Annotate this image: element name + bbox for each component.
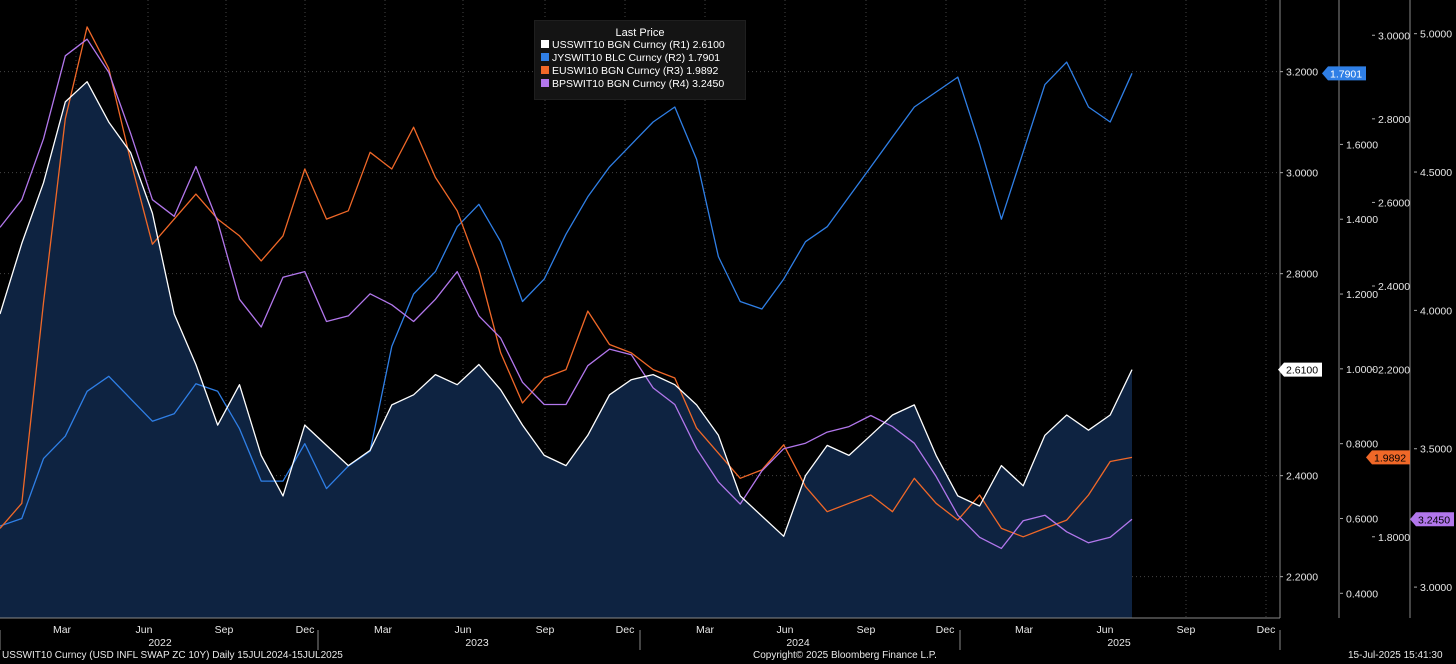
tick-label-r3: 2.2000 (1378, 365, 1410, 377)
footer-copyright: Copyright© 2025 Bloomberg Finance L.P. (753, 650, 937, 661)
last-value-tag (1322, 66, 1366, 81)
tick-label-r3: 2.6000 (1378, 197, 1410, 209)
x-tick-label: Jun (777, 624, 794, 636)
tick-label-r4: 4.0000 (1420, 305, 1452, 317)
legend-entry-jy: JYSWIT10 BLC Curncy (R2) 1.7901 (535, 52, 745, 65)
x-tick-label: Dec (1257, 624, 1276, 636)
year-label: 2025 (1107, 637, 1131, 649)
last-value-label: 3.2450 (1418, 514, 1450, 526)
tick-label-r1: 2.2000 (1286, 572, 1318, 584)
legend-entry-eu: EUSWI10 BGN Curncy (R3) 1.9892 (535, 65, 745, 78)
x-tick-label: Sep (215, 624, 234, 636)
x-tick-label: Sep (857, 624, 876, 636)
last-value-tag (1366, 450, 1410, 465)
tick-label-r2: 1.2000 (1346, 289, 1378, 301)
x-tick-label: Mar (374, 624, 393, 636)
footer-timestamp: 15-Jul-2025 15:41:30 (1348, 650, 1443, 661)
x-tick-label: Mar (696, 624, 715, 636)
x-tick-label: Mar (1015, 624, 1034, 636)
last-value-label: 1.7901 (1330, 68, 1362, 80)
tick-label-r1: 2.4000 (1286, 471, 1318, 483)
tick-label-r3: 2.4000 (1378, 281, 1410, 293)
tick-label-r4: 5.0000 (1420, 29, 1452, 41)
legend-last: 1.9892 (686, 65, 719, 77)
legend-box: Last Price USSWIT10 BGN Curncy (R1) 2.61… (534, 20, 746, 100)
last-value-tag (1278, 362, 1322, 377)
legend-entry-bp: BPSWIT10 BGN Curncy (R4) 3.2450 (535, 78, 745, 91)
legend-last: 3.2450 (692, 78, 725, 90)
legend-entry-us: USSWIT10 BGN Curncy (R1) 2.6100 (535, 39, 745, 52)
x-tick-label: Jun (455, 624, 472, 636)
tick-label-r1: 3.0000 (1286, 168, 1318, 180)
legend-title: Last Price (615, 27, 665, 39)
legend-name: BPSWIT10 BGN Curncy (552, 78, 666, 90)
x-tick-label: Dec (296, 624, 315, 636)
legend-last: 1.7901 (687, 52, 721, 64)
legend-name: JYSWIT10 BLC Curncy (552, 52, 662, 64)
tick-label-r2: 1.4000 (1346, 214, 1378, 226)
tick-label-r2: 1.0000 (1346, 364, 1378, 376)
x-tick-label: Jun (1097, 624, 1114, 636)
footer-security: USSWIT10 Curncy (USD INFL SWAP ZC 10Y) D… (2, 650, 343, 661)
x-tick-label: Mar (53, 624, 72, 636)
tick-label-r4: 4.5000 (1420, 167, 1452, 179)
series-line-R4 (0, 38, 1133, 550)
tick-label-r4: 3.5000 (1420, 444, 1452, 456)
series-line-R1 (0, 81, 1133, 537)
year-label: 2022 (148, 637, 172, 649)
x-tick-label: Sep (1177, 624, 1196, 636)
legend-axis: R1 (672, 39, 687, 51)
series-line-R3 (0, 26, 1133, 538)
tick-label-r4: 3.0000 (1420, 582, 1452, 594)
legend-axis: R2 (668, 52, 682, 64)
tick-label-r2: 1.6000 (1346, 139, 1378, 151)
legend-last: 2.6100 (692, 39, 725, 51)
legend-swatch (541, 66, 549, 74)
legend-axis: R3 (666, 65, 680, 77)
tick-label-r2: 0.8000 (1346, 439, 1378, 451)
tick-label-r1: 3.2000 (1286, 67, 1318, 79)
tick-label-r3: 2.8000 (1378, 114, 1410, 126)
tick-label-r3: 3.0000 (1378, 30, 1410, 42)
last-value-label: 1.9892 (1374, 452, 1406, 464)
x-tick-label: Dec (936, 624, 955, 636)
tick-label-r2: 0.4000 (1346, 588, 1378, 600)
legend-swatch (541, 53, 549, 61)
year-label: 2024 (786, 637, 810, 649)
x-tick-label: Dec (616, 624, 635, 636)
us-area-fill (0, 81, 1132, 618)
tick-label-r1: 2.8000 (1286, 269, 1318, 281)
year-label: 2023 (465, 637, 489, 649)
legend-axis: R4 (672, 78, 686, 90)
series-line-R2 (0, 61, 1133, 527)
legend-swatch (541, 79, 549, 87)
legend-name: USSWIT10 BGN Curncy (552, 39, 667, 51)
legend-name: EUSWI10 BGN Curncy (552, 65, 660, 77)
last-value-label: 2.6100 (1286, 365, 1318, 377)
x-tick-label: Jun (136, 624, 153, 636)
x-tick-label: Sep (536, 624, 555, 636)
legend-swatch (541, 40, 549, 48)
tick-label-r2: 0.6000 (1346, 513, 1378, 525)
tick-label-r3: 1.8000 (1378, 532, 1410, 544)
last-value-tag (1410, 512, 1454, 527)
